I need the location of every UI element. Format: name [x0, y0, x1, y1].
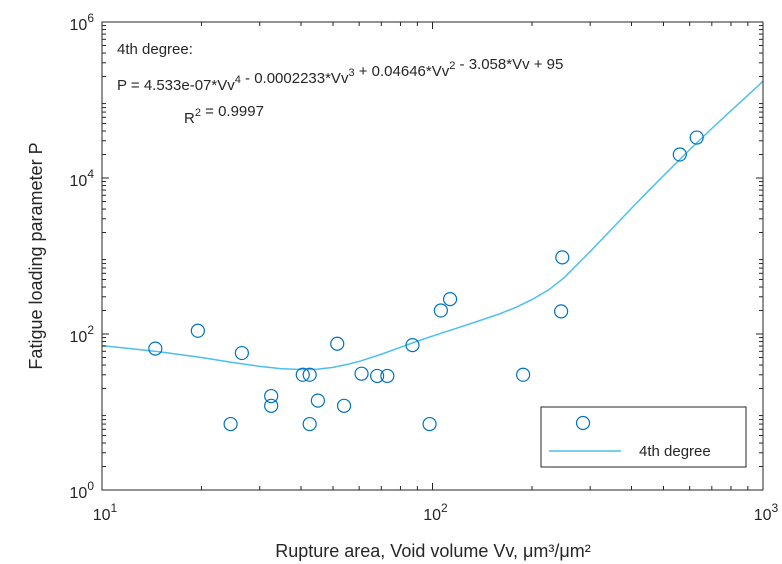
x-axis-label: Rupture area, Void volume Vv, μm³/μm² [275, 541, 591, 561]
legend-marker-circle [575, 415, 591, 431]
data-point [370, 368, 385, 384]
data-point [234, 345, 249, 361]
ticks-layer: 101 102 103 100 102 104 106 [70, 11, 779, 524]
data-point [295, 367, 310, 382]
annotation-line-1: 4th degree: [117, 41, 193, 58]
y-tick-label: 100 [70, 479, 95, 502]
data-point [672, 147, 687, 162]
x-tick-label: 101 [93, 501, 118, 524]
y-axis-label: Fatigue loading parameter P [26, 142, 46, 369]
y-tick-label: 106 [70, 11, 95, 34]
data-point [302, 367, 317, 382]
data-point [264, 398, 279, 413]
data-point [223, 416, 238, 432]
data-point [516, 367, 531, 382]
data-point [354, 366, 369, 381]
legend-label-fit: 4th degree [639, 443, 711, 460]
data-point [336, 398, 352, 413]
data-point [689, 130, 704, 145]
data-point [190, 323, 205, 338]
annotation-r-squared: R2 = 0.9997 [184, 103, 264, 127]
data-point [433, 303, 448, 318]
data-point [310, 393, 325, 408]
data-point [554, 304, 569, 319]
data-point [148, 341, 163, 356]
data-point [302, 416, 317, 432]
annotation-equation: P = 4.533e-07*Vv4 - 0.0002233*Vv3 + 0.04… [117, 56, 563, 94]
data-point [330, 336, 345, 351]
data-point [380, 368, 395, 384]
legend: 4th degree [540, 406, 747, 468]
fit-equation-annotation: 4th degree:P = 4.533e-07*Vv4 - 0.0002233… [117, 41, 563, 127]
fit-line-layer [101, 80, 764, 371]
data-point [555, 250, 570, 265]
x-tick-label: 103 [754, 501, 779, 524]
fit-line-4th-degree [101, 80, 764, 371]
y-tick-label: 104 [70, 167, 95, 190]
data-point [442, 292, 458, 307]
y-tick-label: 102 [70, 323, 95, 346]
data-points-layer [148, 130, 704, 432]
data-point [264, 388, 279, 404]
x-tick-label: 102 [423, 501, 448, 524]
data-point [422, 416, 437, 432]
legend-box [540, 406, 747, 468]
data-point [405, 338, 420, 353]
